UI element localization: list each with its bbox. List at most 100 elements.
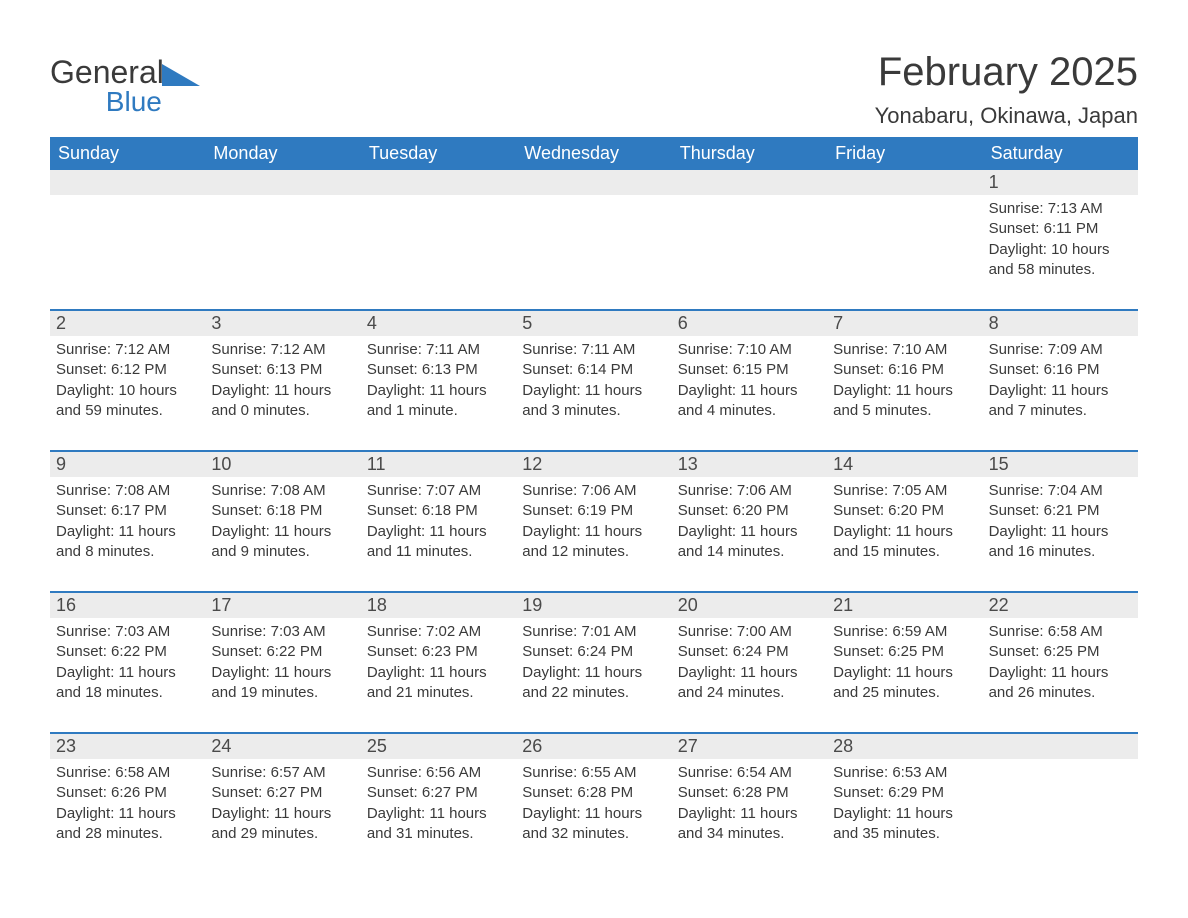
sunset-text: Sunset: 6:23 PM (367, 642, 510, 662)
week-row: 16171819202122Sunrise: 7:03 AMSunset: 6:… (50, 591, 1138, 718)
sunset-text: Sunset: 6:18 PM (367, 501, 510, 521)
sunset-text: Sunset: 6:27 PM (367, 783, 510, 803)
daylight-text: Daylight: 11 hours and 18 minutes. (56, 663, 199, 704)
week-row: 9101112131415Sunrise: 7:08 AMSunset: 6:1… (50, 450, 1138, 577)
daylight-text: Daylight: 11 hours and 26 minutes. (989, 663, 1132, 704)
daylight-text: Daylight: 11 hours and 9 minutes. (211, 522, 354, 563)
dow-saturday: Saturday (983, 137, 1138, 170)
daylight-text: Daylight: 11 hours and 4 minutes. (678, 381, 821, 422)
day-cell: Sunrise: 6:59 AMSunset: 6:25 PMDaylight:… (827, 618, 982, 718)
sunset-text: Sunset: 6:22 PM (211, 642, 354, 662)
daylight-text: Daylight: 11 hours and 15 minutes. (833, 522, 976, 563)
day-cell: Sunrise: 6:53 AMSunset: 6:29 PMDaylight:… (827, 759, 982, 859)
day-number: 18 (361, 593, 516, 618)
sunset-text: Sunset: 6:20 PM (833, 501, 976, 521)
sunset-text: Sunset: 6:14 PM (522, 360, 665, 380)
sunrise-text: Sunrise: 7:05 AM (833, 481, 976, 501)
sunset-text: Sunset: 6:25 PM (989, 642, 1132, 662)
calendar: Sunday Monday Tuesday Wednesday Thursday… (50, 137, 1138, 859)
sunset-text: Sunset: 6:18 PM (211, 501, 354, 521)
day-number: 28 (827, 734, 982, 759)
sunrise-text: Sunrise: 7:08 AM (56, 481, 199, 501)
daylight-text: Daylight: 11 hours and 24 minutes. (678, 663, 821, 704)
day-number: 20 (672, 593, 827, 618)
dow-tuesday: Tuesday (361, 137, 516, 170)
sunrise-text: Sunrise: 7:01 AM (522, 622, 665, 642)
sunrise-text: Sunrise: 7:04 AM (989, 481, 1132, 501)
daylight-text: Daylight: 11 hours and 29 minutes. (211, 804, 354, 845)
sunset-text: Sunset: 6:17 PM (56, 501, 199, 521)
sunset-text: Sunset: 6:27 PM (211, 783, 354, 803)
day-cell: Sunrise: 7:01 AMSunset: 6:24 PMDaylight:… (516, 618, 671, 718)
day-number (516, 170, 671, 195)
sunrise-text: Sunrise: 7:00 AM (678, 622, 821, 642)
sunrise-text: Sunrise: 7:03 AM (211, 622, 354, 642)
day-cell: Sunrise: 7:03 AMSunset: 6:22 PMDaylight:… (205, 618, 360, 718)
day-cell: Sunrise: 7:08 AMSunset: 6:18 PMDaylight:… (205, 477, 360, 577)
sunrise-text: Sunrise: 7:11 AM (522, 340, 665, 360)
sunrise-text: Sunrise: 6:58 AM (56, 763, 199, 783)
day-cell: Sunrise: 7:08 AMSunset: 6:17 PMDaylight:… (50, 477, 205, 577)
sunset-text: Sunset: 6:11 PM (989, 219, 1132, 239)
sunrise-text: Sunrise: 7:06 AM (522, 481, 665, 501)
day-cell: Sunrise: 6:58 AMSunset: 6:26 PMDaylight:… (50, 759, 205, 859)
daylight-text: Daylight: 11 hours and 8 minutes. (56, 522, 199, 563)
sunset-text: Sunset: 6:24 PM (522, 642, 665, 662)
daynum-row: 2345678 (50, 311, 1138, 336)
sunrise-text: Sunrise: 7:13 AM (989, 199, 1132, 219)
sunrise-text: Sunrise: 6:54 AM (678, 763, 821, 783)
day-number (827, 170, 982, 195)
brand-name-part2: Blue (50, 86, 164, 118)
daynum-row: 232425262728 (50, 734, 1138, 759)
daylight-text: Daylight: 10 hours and 59 minutes. (56, 381, 199, 422)
sunrise-text: Sunrise: 7:03 AM (56, 622, 199, 642)
daylight-text: Daylight: 11 hours and 35 minutes. (833, 804, 976, 845)
sunrise-text: Sunrise: 6:58 AM (989, 622, 1132, 642)
sunset-text: Sunset: 6:13 PM (211, 360, 354, 380)
day-number: 10 (205, 452, 360, 477)
daylight-text: Daylight: 11 hours and 3 minutes. (522, 381, 665, 422)
daynum-row: 9101112131415 (50, 452, 1138, 477)
day-cell: Sunrise: 7:03 AMSunset: 6:22 PMDaylight:… (50, 618, 205, 718)
daylight-text: Daylight: 11 hours and 5 minutes. (833, 381, 976, 422)
daylight-text: Daylight: 11 hours and 34 minutes. (678, 804, 821, 845)
sunset-text: Sunset: 6:24 PM (678, 642, 821, 662)
title-block: February 2025 Yonabaru, Okinawa, Japan (875, 50, 1138, 129)
day-cell (50, 195, 205, 295)
dow-thursday: Thursday (672, 137, 827, 170)
day-number: 16 (50, 593, 205, 618)
sunset-text: Sunset: 6:26 PM (56, 783, 199, 803)
day-cell: Sunrise: 7:13 AMSunset: 6:11 PMDaylight:… (983, 195, 1138, 295)
day-number: 13 (672, 452, 827, 477)
day-of-week-header: Sunday Monday Tuesday Wednesday Thursday… (50, 137, 1138, 170)
daylight-text: Daylight: 11 hours and 16 minutes. (989, 522, 1132, 563)
day-number: 15 (983, 452, 1138, 477)
day-cell: Sunrise: 6:56 AMSunset: 6:27 PMDaylight:… (361, 759, 516, 859)
dow-wednesday: Wednesday (516, 137, 671, 170)
day-cell: Sunrise: 6:54 AMSunset: 6:28 PMDaylight:… (672, 759, 827, 859)
brand-logo: General Blue (50, 50, 200, 118)
daylight-text: Daylight: 11 hours and 11 minutes. (367, 522, 510, 563)
day-cell: Sunrise: 7:06 AMSunset: 6:20 PMDaylight:… (672, 477, 827, 577)
sunset-text: Sunset: 6:13 PM (367, 360, 510, 380)
day-cell: Sunrise: 7:04 AMSunset: 6:21 PMDaylight:… (983, 477, 1138, 577)
day-cell: Sunrise: 7:07 AMSunset: 6:18 PMDaylight:… (361, 477, 516, 577)
sunrise-text: Sunrise: 7:09 AM (989, 340, 1132, 360)
day-cell: Sunrise: 7:12 AMSunset: 6:12 PMDaylight:… (50, 336, 205, 436)
sunrise-text: Sunrise: 7:12 AM (211, 340, 354, 360)
day-number: 7 (827, 311, 982, 336)
sunrise-text: Sunrise: 7:10 AM (833, 340, 976, 360)
day-cell: Sunrise: 7:11 AMSunset: 6:14 PMDaylight:… (516, 336, 671, 436)
day-number: 5 (516, 311, 671, 336)
day-number (672, 170, 827, 195)
day-number: 9 (50, 452, 205, 477)
daylight-text: Daylight: 11 hours and 25 minutes. (833, 663, 976, 704)
day-cell (672, 195, 827, 295)
brand-name-part1: General (50, 54, 164, 90)
day-cell: Sunrise: 7:02 AMSunset: 6:23 PMDaylight:… (361, 618, 516, 718)
header: General Blue February 2025 Yonabaru, Oki… (50, 50, 1138, 129)
sunrise-text: Sunrise: 6:55 AM (522, 763, 665, 783)
day-number: 6 (672, 311, 827, 336)
day-number (983, 734, 1138, 759)
dow-sunday: Sunday (50, 137, 205, 170)
